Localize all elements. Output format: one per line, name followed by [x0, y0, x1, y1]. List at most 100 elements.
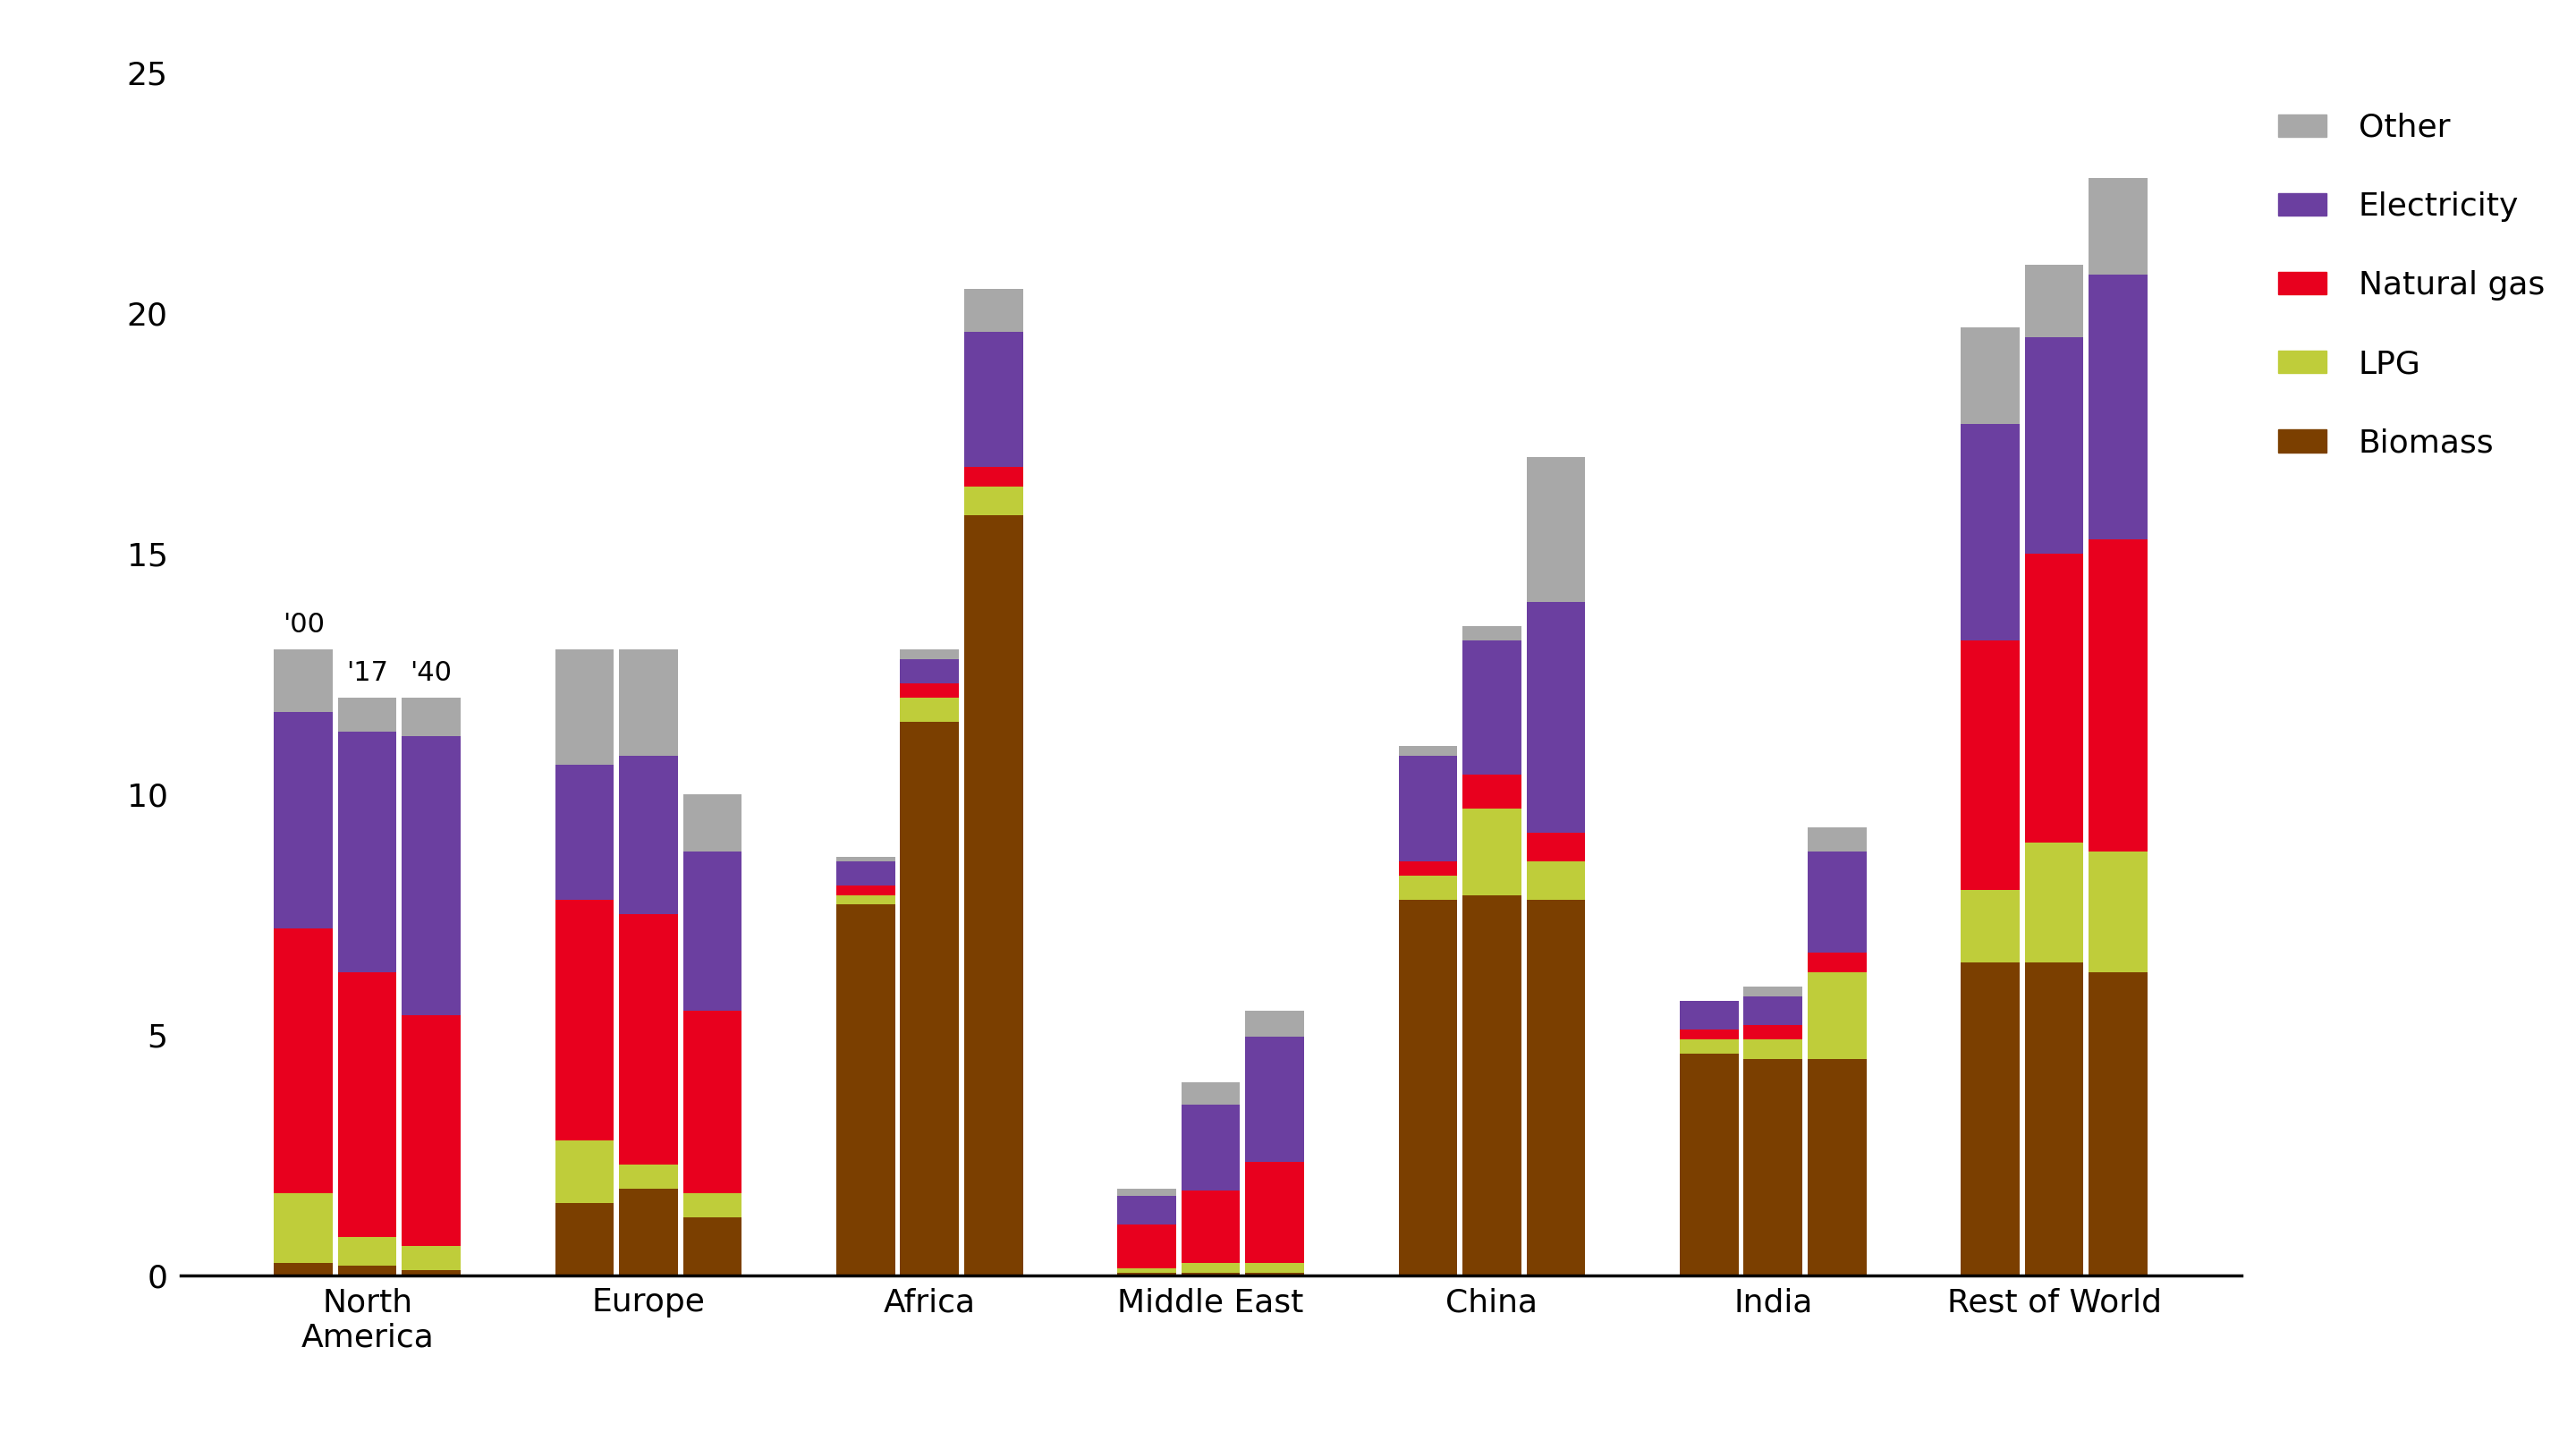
Bar [402, 1016, 461, 1246]
Bar [1244, 1272, 1303, 1275]
Text: '00: '00 [283, 611, 325, 638]
Bar [1528, 833, 1584, 861]
Bar [1808, 827, 1865, 852]
Bar [683, 794, 742, 852]
Bar [556, 649, 613, 765]
Bar [837, 861, 894, 885]
Bar [1118, 1188, 1177, 1195]
Bar [2025, 265, 2084, 338]
Bar [2089, 178, 2148, 274]
Bar [2025, 338, 2084, 554]
Bar [1960, 890, 2020, 962]
Bar [273, 1194, 332, 1264]
Bar [2089, 274, 2148, 539]
Bar [683, 852, 742, 1010]
Bar [1744, 987, 1803, 995]
Bar [618, 649, 677, 755]
Bar [963, 514, 1023, 1275]
Text: '40: '40 [410, 659, 453, 685]
Bar [1680, 1053, 1739, 1275]
Bar [1960, 423, 2020, 640]
Bar [1399, 875, 1458, 900]
Bar [1244, 1162, 1303, 1264]
Bar [1118, 1224, 1177, 1268]
Bar [1463, 895, 1522, 1275]
Bar [1528, 900, 1584, 1275]
Bar [618, 1188, 677, 1275]
Bar [402, 698, 461, 736]
Bar [2025, 554, 2084, 842]
Bar [899, 649, 958, 659]
Bar [337, 972, 397, 1236]
Bar [337, 1236, 397, 1265]
Bar [273, 1264, 332, 1275]
Bar [837, 885, 894, 895]
Bar [683, 1217, 742, 1275]
Bar [1182, 1082, 1239, 1104]
Bar [1463, 775, 1522, 809]
Bar [273, 929, 332, 1194]
Legend: Other, Electricity, Natural gas, LPG, Biomass: Other, Electricity, Natural gas, LPG, Bi… [2277, 113, 2545, 458]
Bar [402, 1271, 461, 1275]
Bar [556, 765, 613, 900]
Bar [1808, 953, 1865, 972]
Bar [1399, 900, 1458, 1275]
Bar [402, 1246, 461, 1271]
Bar [1463, 640, 1522, 775]
Bar [1182, 1104, 1239, 1191]
Bar [1244, 1264, 1303, 1272]
Bar [1808, 1059, 1865, 1275]
Bar [1463, 809, 1522, 895]
Bar [837, 895, 894, 904]
Bar [899, 722, 958, 1275]
Text: '17: '17 [345, 659, 389, 685]
Bar [1744, 1024, 1803, 1039]
Bar [1528, 601, 1584, 833]
Bar [963, 467, 1023, 487]
Bar [1680, 1030, 1739, 1039]
Bar [337, 1265, 397, 1275]
Bar [618, 1165, 677, 1188]
Bar [899, 684, 958, 698]
Bar [2089, 972, 2148, 1275]
Bar [1399, 746, 1458, 755]
Bar [1808, 972, 1865, 1059]
Bar [1463, 626, 1522, 640]
Bar [899, 659, 958, 684]
Bar [683, 1010, 742, 1194]
Bar [1118, 1195, 1177, 1224]
Bar [1960, 640, 2020, 890]
Bar [2025, 842, 2084, 962]
Bar [1182, 1191, 1239, 1264]
Bar [1960, 327, 2020, 423]
Bar [1744, 995, 1803, 1024]
Bar [337, 732, 397, 972]
Bar [963, 332, 1023, 467]
Bar [556, 1203, 613, 1275]
Bar [1680, 1001, 1739, 1030]
Bar [1182, 1272, 1239, 1275]
Bar [1808, 852, 1865, 953]
Bar [2089, 852, 2148, 972]
Bar [1680, 1039, 1739, 1053]
Bar [556, 1140, 613, 1203]
Bar [1528, 458, 1584, 601]
Bar [837, 904, 894, 1275]
Bar [1399, 755, 1458, 861]
Bar [1744, 1039, 1803, 1059]
Bar [273, 713, 332, 929]
Bar [1528, 861, 1584, 900]
Bar [337, 698, 397, 732]
Bar [1960, 962, 2020, 1275]
Bar [1118, 1272, 1177, 1275]
Bar [837, 856, 894, 861]
Bar [1244, 1010, 1303, 1037]
Bar [1744, 1059, 1803, 1275]
Bar [899, 698, 958, 722]
Bar [618, 914, 677, 1165]
Bar [1399, 861, 1458, 875]
Bar [1182, 1264, 1239, 1272]
Bar [963, 487, 1023, 514]
Bar [618, 755, 677, 914]
Bar [2089, 539, 2148, 852]
